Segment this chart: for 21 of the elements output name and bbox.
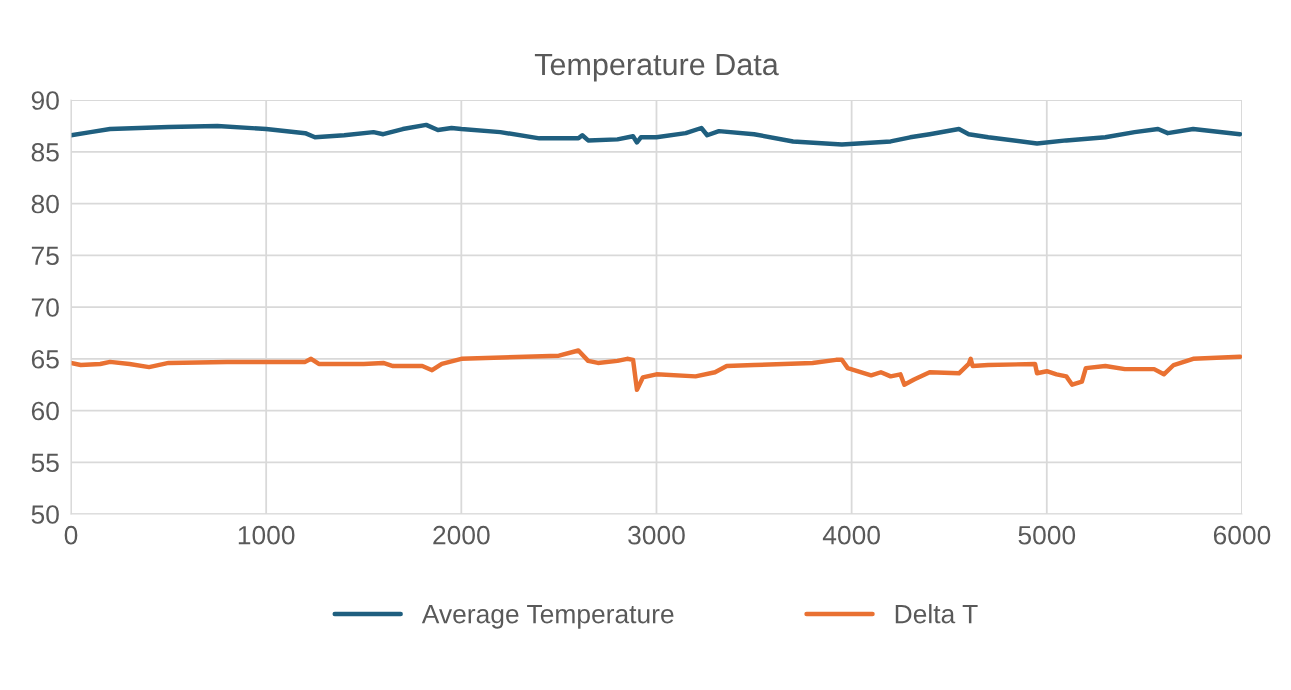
line-series	[71, 348, 1242, 393]
y-tick-label: 85	[31, 142, 59, 162]
y-tick-label: 60	[31, 401, 59, 421]
line-series	[71, 122, 1242, 147]
x-tick-label: 2000	[433, 525, 490, 545]
legend-label: Delta T	[895, 604, 978, 624]
y-tick-label: 80	[31, 194, 59, 214]
chart-title: Temperature Data	[534, 54, 779, 82]
x-tick-label: 0	[64, 525, 78, 545]
y-tick-label: 70	[31, 298, 59, 317]
y-tick-label: 55	[31, 453, 59, 473]
y-tick-label: 65	[31, 349, 59, 369]
legend-label: Average Temperature	[421, 605, 674, 629]
x-tick-label: 4000	[822, 525, 880, 545]
x-tick-label: 3000	[628, 525, 685, 545]
y-tick-label: 75	[31, 246, 59, 266]
x-tick-label: 6000	[1213, 525, 1271, 545]
y-tick-label: 90	[31, 91, 59, 110]
x-tick-label: 5000	[1018, 525, 1076, 545]
x-tick-label: 1000	[238, 525, 295, 545]
y-tick-label: 50	[31, 505, 59, 524]
